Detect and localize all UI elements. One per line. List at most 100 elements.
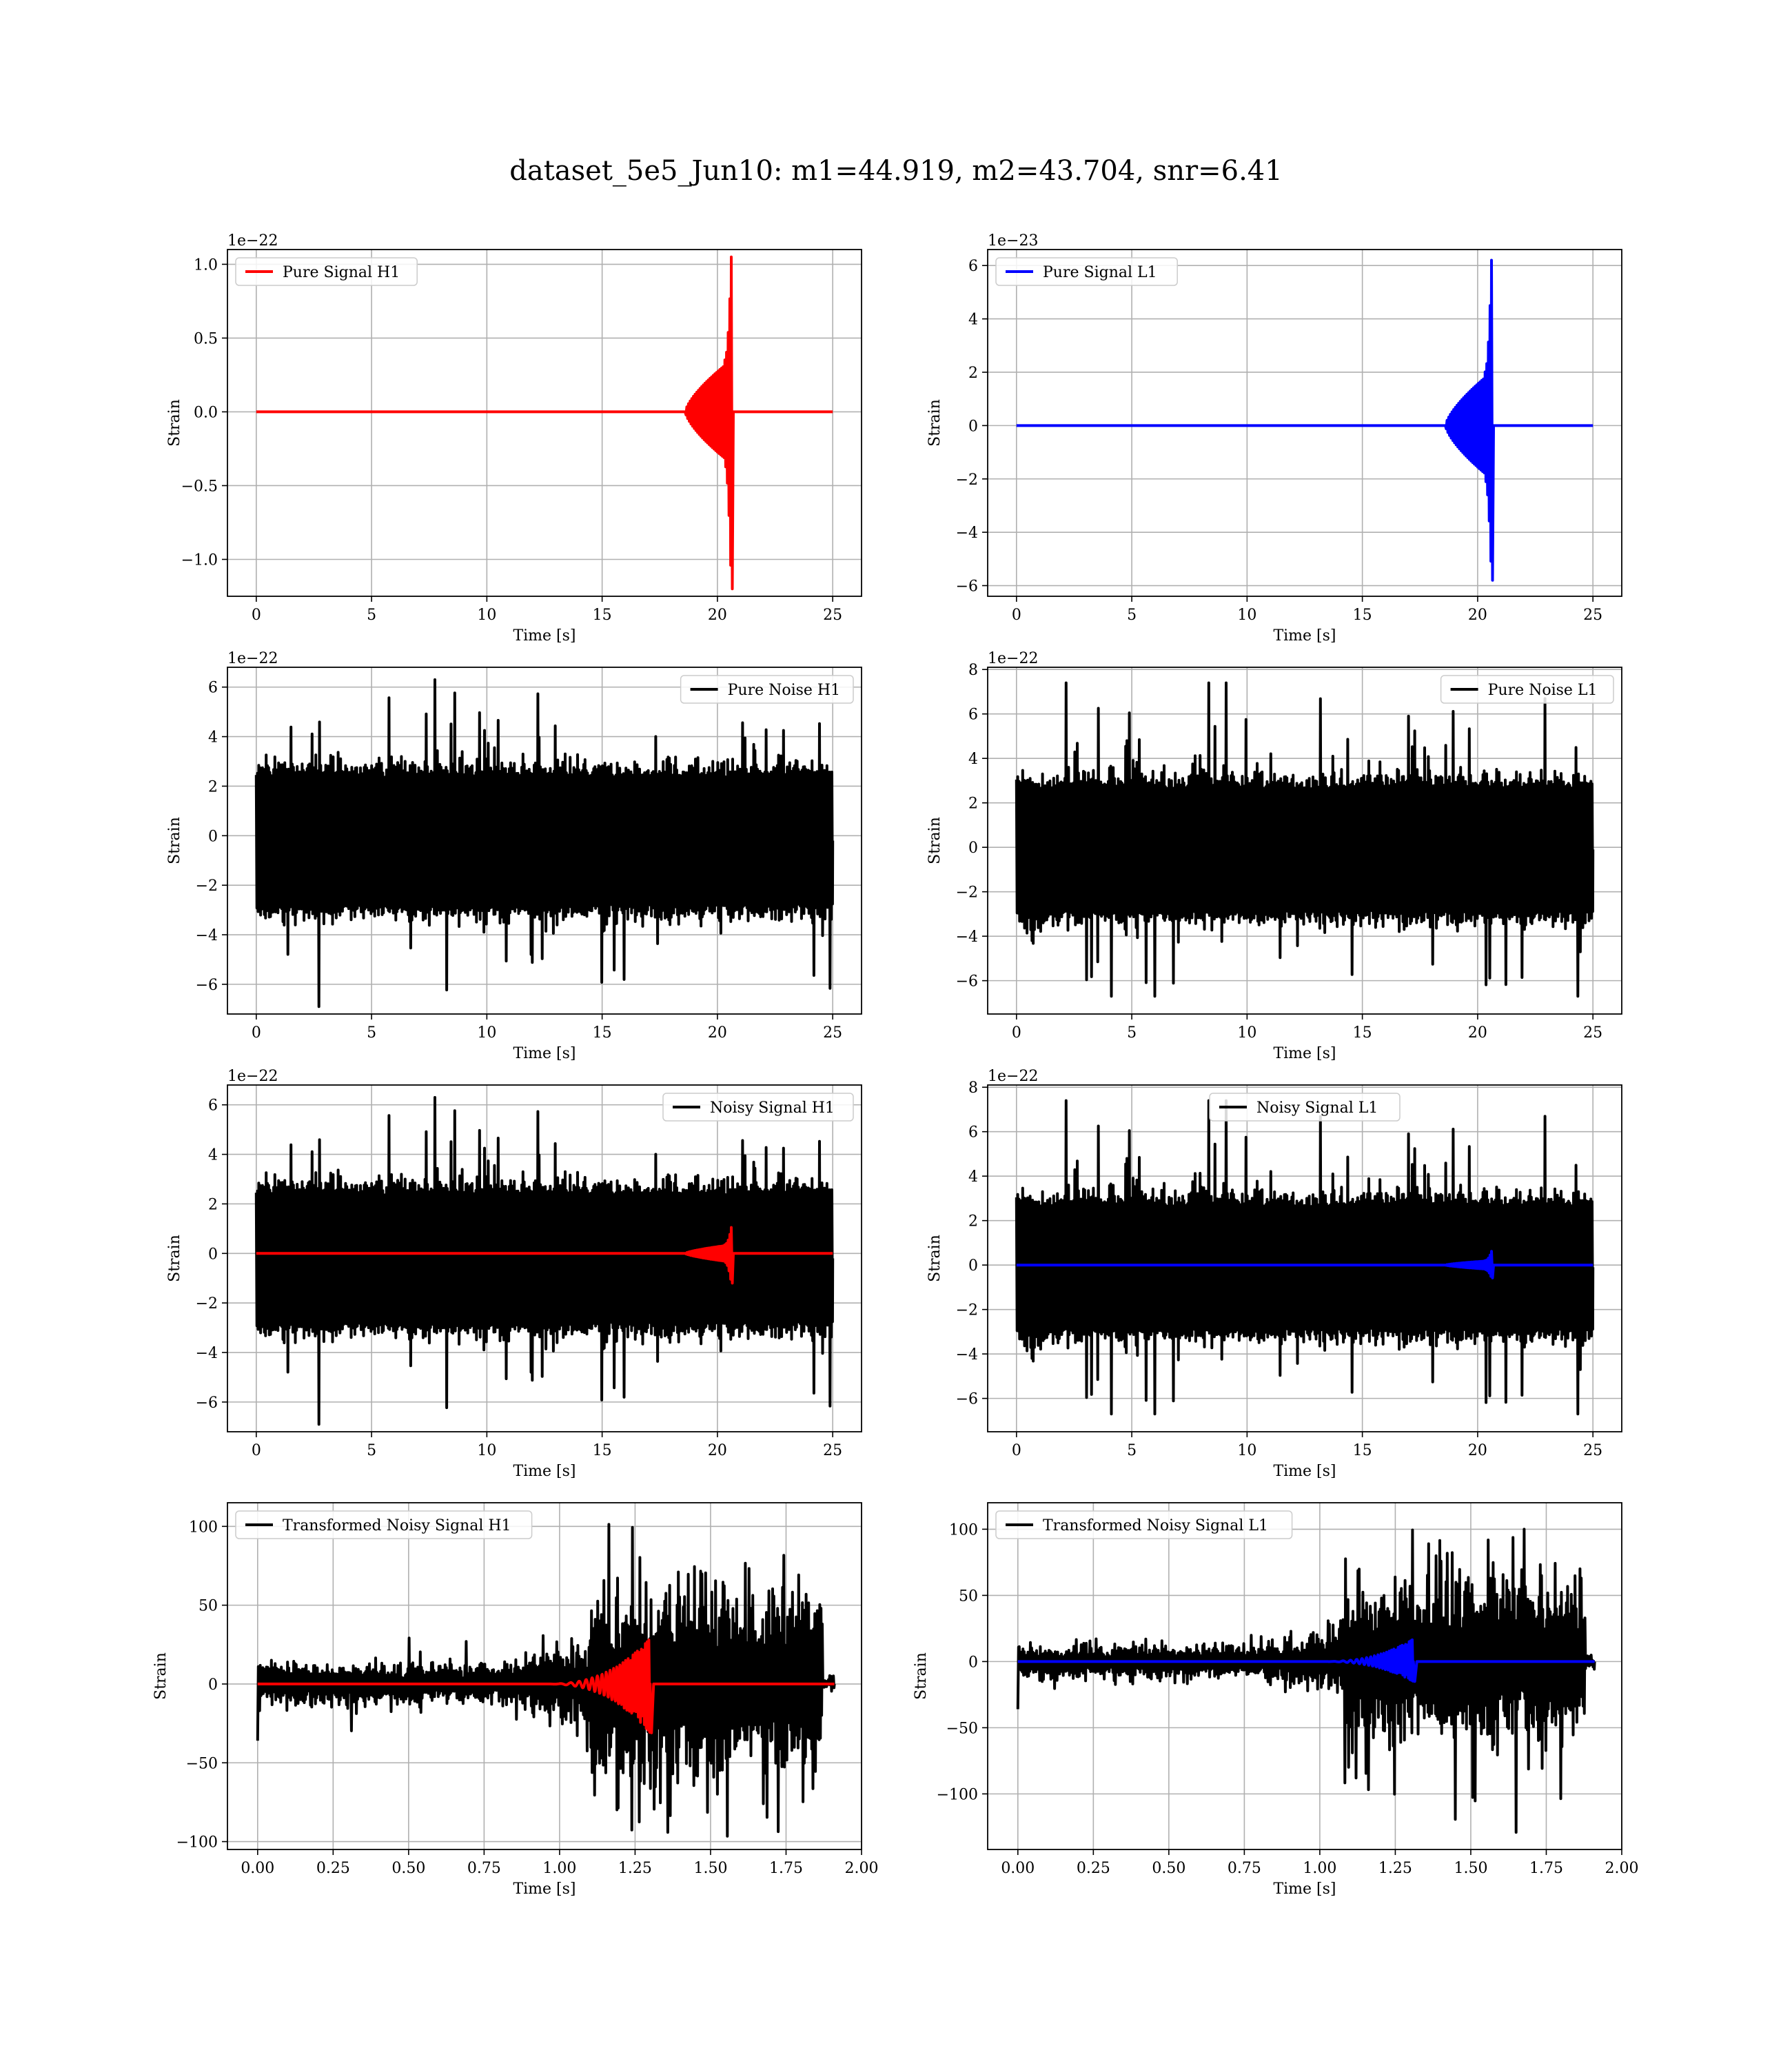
x-tick-label: 10 bbox=[1237, 1024, 1256, 1042]
series-line-0 bbox=[1015, 681, 1595, 998]
legend-box bbox=[235, 1510, 533, 1539]
x-tick-label: 25 bbox=[823, 1024, 842, 1042]
x-tick-label: 5 bbox=[1127, 1442, 1137, 1459]
offset-text: 1e−22 bbox=[227, 1068, 278, 1085]
x-tick-label: 15 bbox=[593, 1442, 612, 1459]
y-tick-label: 8 bbox=[968, 1079, 978, 1097]
y-tick-label: 100 bbox=[189, 1519, 218, 1536]
plot-frame bbox=[227, 1502, 862, 1850]
series-line-0 bbox=[1016, 1528, 1596, 1834]
x-tick-label: 1.00 bbox=[1303, 1860, 1336, 1877]
x-tick-label: 25 bbox=[823, 1442, 842, 1459]
offset-text: 1e−22 bbox=[988, 1068, 1038, 1085]
x-tick-label: 25 bbox=[1583, 607, 1602, 624]
y-axis-label: Strain bbox=[166, 817, 183, 864]
offset-text: 1e−22 bbox=[227, 650, 278, 667]
y-tick-label: 4 bbox=[968, 1168, 978, 1186]
y-axis-label: Strain bbox=[152, 1652, 170, 1700]
y-tick-label: 2 bbox=[208, 778, 218, 795]
y-tick-label: 2 bbox=[968, 795, 978, 813]
legend-box bbox=[235, 257, 418, 286]
x-tick-label: 20 bbox=[708, 1024, 727, 1042]
chart-h1-transformed: 0.00 0.25 0.50 0.75 1.00 1.25 1.50 1.75 2.00 100 5… bbox=[152, 1502, 879, 1898]
y-tick-label: 6 bbox=[968, 258, 978, 275]
series-line-0 bbox=[254, 678, 835, 1008]
y-tick-label: 4 bbox=[968, 312, 978, 329]
y-tick-label: −6 bbox=[956, 973, 978, 991]
x-tick-label: 20 bbox=[708, 1442, 727, 1459]
y-tick-label: −6 bbox=[956, 578, 978, 596]
x-tick-label: 0 bbox=[1012, 607, 1021, 624]
offset-text: 1e−22 bbox=[227, 232, 278, 250]
y-tick-label: 1.0 bbox=[194, 256, 218, 274]
legend-label: Pure Noise H1 bbox=[728, 682, 841, 699]
legend: Noisy Signal L1 bbox=[1209, 1093, 1401, 1122]
legend-box bbox=[680, 675, 854, 704]
x-tick-label: 5 bbox=[367, 1024, 376, 1042]
legend: Pure Signal L1 bbox=[995, 257, 1178, 286]
y-axis-label: Strain bbox=[913, 1652, 930, 1700]
x-tick-label: 10 bbox=[1237, 1442, 1256, 1459]
y-tick-label: 0 bbox=[208, 1676, 218, 1694]
legend-label: Transformed Noisy Signal L1 bbox=[1043, 1517, 1268, 1534]
legend-box bbox=[662, 1093, 854, 1122]
x-tick-label: 5 bbox=[367, 1442, 376, 1459]
y-tick-label: 6 bbox=[208, 1097, 218, 1115]
x-tick-label: 15 bbox=[1353, 1024, 1372, 1042]
chart-l1-transformed: 0.00 0.25 0.50 0.75 1.00 1.25 1.50 1.75 2.00 100 5… bbox=[913, 1502, 1638, 1898]
y-tick-label: −4 bbox=[196, 927, 218, 944]
x-tick-label: 1.25 bbox=[1378, 1860, 1412, 1877]
x-tick-label: 2.00 bbox=[845, 1860, 879, 1877]
y-tick-label: 2 bbox=[968, 365, 978, 382]
x-axis-label: Time [s] bbox=[1273, 627, 1336, 645]
y-tick-label: −2 bbox=[956, 472, 978, 489]
x-axis-label: Time [s] bbox=[1273, 1463, 1336, 1480]
y-tick-label: −2 bbox=[196, 1295, 218, 1312]
y-axis-label: Strain bbox=[926, 1235, 944, 1282]
y-axis-label: Strain bbox=[166, 399, 183, 447]
y-tick-label: −6 bbox=[196, 1395, 218, 1412]
series-line-0 bbox=[256, 1523, 836, 1838]
y-tick-label: −2 bbox=[956, 1302, 978, 1319]
series-line-0 bbox=[254, 1096, 835, 1426]
offset-text: 1e−22 bbox=[988, 650, 1038, 667]
y-tick-label: 0 bbox=[208, 1246, 218, 1263]
y-tick-label: 0.0 bbox=[194, 404, 218, 421]
series-line-0 bbox=[256, 255, 833, 591]
x-tick-label: 15 bbox=[1353, 1442, 1372, 1459]
x-tick-label: 15 bbox=[1353, 607, 1372, 624]
x-tick-label: 0 bbox=[252, 607, 261, 624]
legend: Transformed Noisy Signal H1 bbox=[235, 1510, 533, 1539]
x-tick-label: 0 bbox=[1012, 1024, 1021, 1042]
x-tick-label: 10 bbox=[477, 1024, 496, 1042]
legend-box bbox=[1209, 1093, 1401, 1122]
x-tick-label: 20 bbox=[1468, 1442, 1487, 1459]
x-tick-label: 1.25 bbox=[618, 1860, 652, 1877]
series-line-1 bbox=[1017, 1638, 1595, 1683]
offset-text: 1e−23 bbox=[988, 232, 1038, 250]
x-tick-label: 1.75 bbox=[1529, 1860, 1563, 1877]
y-tick-label: −0.5 bbox=[181, 478, 218, 495]
x-tick-label: 15 bbox=[593, 1024, 612, 1042]
x-tick-label: 20 bbox=[1468, 1024, 1487, 1042]
y-tick-label: −100 bbox=[937, 1786, 978, 1803]
legend-box bbox=[995, 257, 1178, 286]
y-tick-label: 0 bbox=[968, 1654, 978, 1671]
y-tick-label: −4 bbox=[956, 1346, 978, 1364]
x-tick-label: 0.50 bbox=[1152, 1860, 1185, 1877]
y-tick-label: −6 bbox=[196, 977, 218, 994]
plot-frame bbox=[987, 1084, 1622, 1432]
y-tick-label: 2 bbox=[968, 1213, 978, 1230]
series-line-0 bbox=[1016, 258, 1594, 582]
x-tick-label: 5 bbox=[367, 607, 376, 624]
x-tick-label: 10 bbox=[1237, 607, 1256, 624]
x-tick-label: 20 bbox=[1468, 607, 1487, 624]
y-tick-label: −50 bbox=[946, 1720, 978, 1737]
x-tick-label: 0.50 bbox=[391, 1860, 425, 1877]
series-line-1 bbox=[1016, 1250, 1594, 1279]
x-tick-label: 0.00 bbox=[241, 1860, 274, 1877]
y-tick-label: 4 bbox=[968, 751, 978, 768]
chart-h1-pure-signal: 0 5 10 15 20 25 1.0 0.5 0.0 −0.5 −1.0 Time [s] Strai… bbox=[166, 232, 862, 645]
